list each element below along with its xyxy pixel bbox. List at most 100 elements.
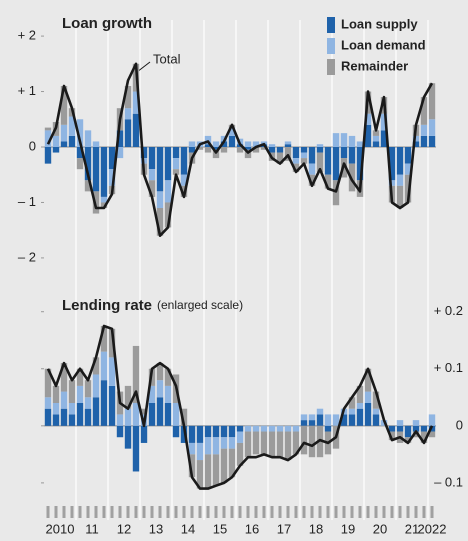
bar-segment: [76, 368, 84, 386]
y-tick-label: 0: [456, 417, 463, 432]
bar-segment: [348, 147, 356, 164]
bar-segment: [244, 431, 252, 458]
x-tick-label: 14: [181, 521, 195, 536]
x-tick-label: 21: [405, 521, 419, 536]
bar-segment: [420, 135, 428, 147]
bar-segment: [204, 454, 212, 489]
bar-segment: [348, 408, 356, 415]
bar-segment: [212, 147, 220, 150]
bar-segment: [172, 147, 180, 159]
bar-segment: [236, 425, 244, 432]
bar-segment: [108, 328, 116, 358]
bar-segment: [396, 420, 404, 426]
bar-segment: [52, 385, 60, 403]
bar-segment: [52, 135, 60, 147]
bar-segment: [260, 147, 268, 150]
bar-segment: [172, 403, 180, 426]
quarter-tick: [166, 506, 170, 518]
quarter-tick: [302, 506, 306, 518]
bar-segment: [372, 135, 380, 142]
quarter-tick: [422, 506, 426, 518]
bar-segment: [156, 208, 164, 236]
bar-segment: [356, 147, 364, 181]
bar-segment: [412, 431, 420, 438]
bar-segment: [164, 180, 172, 203]
bar-segment: [244, 147, 252, 150]
bar-segment: [268, 144, 276, 147]
bar-segment: [412, 141, 420, 147]
bar-segment: [316, 144, 324, 147]
x-tick-label: 11: [85, 521, 99, 536]
bar-segment: [300, 425, 308, 455]
bar-segment: [364, 113, 372, 125]
quarter-tick: [350, 506, 354, 518]
quarter-tick: [230, 506, 234, 518]
quarter-tick: [310, 506, 314, 518]
bar-segment: [124, 385, 132, 409]
bar-segment: [292, 158, 300, 164]
bar-segment: [308, 414, 316, 421]
bar-segment: [252, 431, 260, 455]
bar-segment: [92, 374, 100, 398]
quarter-tick: [174, 506, 178, 518]
bar-segment: [52, 403, 60, 415]
bar-segment: [260, 425, 268, 432]
bar-segment: [284, 147, 292, 161]
total-line: [46, 62, 434, 237]
x-tick-label: 19: [341, 521, 355, 536]
quarter-tick: [94, 506, 98, 518]
y-tick-label: – 1: [18, 194, 36, 209]
quarter-tick: [334, 506, 338, 518]
y-tick-label: + 0.1: [434, 360, 463, 375]
bar-segment: [196, 147, 204, 150]
bar-segment: [84, 380, 92, 398]
bar-segment: [60, 363, 68, 392]
bar-segment: [116, 414, 124, 426]
bar-segment: [76, 403, 84, 426]
quarter-tick: [134, 506, 138, 518]
quarter-tick: [254, 506, 258, 518]
bar-segment: [132, 403, 140, 426]
quarter-tick: [62, 506, 66, 518]
bar-segment: [188, 147, 196, 153]
bar-segment: [156, 380, 164, 398]
quarter-tick: [374, 506, 378, 518]
bar-segment: [44, 147, 52, 164]
legend-label: Loan supply: [341, 16, 418, 31]
quarter-tick: [366, 506, 370, 518]
bar-segment: [100, 147, 108, 197]
bar-segment: [68, 380, 76, 403]
bar-segment: [420, 431, 428, 443]
bar-segment: [132, 113, 140, 147]
bar-segment: [332, 133, 340, 147]
bar-segment: [372, 141, 380, 147]
quarter-tick: [78, 506, 82, 518]
bar-segment: [236, 442, 244, 466]
y-tick-label: – 0.1: [434, 474, 463, 489]
quarter-tick: [414, 506, 418, 518]
bar-segment: [388, 425, 396, 432]
bar-segment: [364, 391, 372, 403]
bar-segment: [180, 425, 188, 443]
bar-segment: [60, 124, 68, 142]
bar-segment: [100, 196, 108, 203]
x-tick-label: 18: [309, 521, 323, 536]
bar-segment: [60, 141, 68, 147]
y-tick-label: + 0.2: [434, 303, 463, 318]
bar-segment: [44, 397, 52, 409]
bar-segment: [220, 437, 228, 449]
bar-segment: [428, 135, 436, 147]
bar-segment: [212, 425, 220, 438]
bar-segment: [380, 130, 388, 147]
bar-segment: [396, 174, 404, 186]
quarter-tick: [262, 506, 266, 518]
y-tick-label: + 1: [18, 83, 36, 98]
bar-segment: [388, 147, 396, 181]
bar-segment: [124, 119, 132, 147]
bar-segment: [340, 133, 348, 147]
x-tick-label: 15: [213, 521, 227, 536]
bar-segment: [108, 357, 116, 386]
bar-segment: [228, 135, 236, 147]
legend-swatch: [327, 38, 335, 54]
y-tick-label: + 2: [18, 28, 36, 43]
